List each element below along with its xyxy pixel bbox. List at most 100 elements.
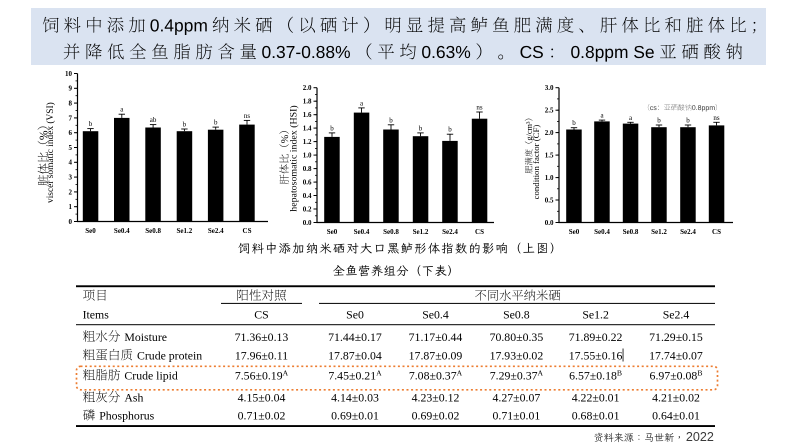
svg-text:0: 0 — [69, 218, 73, 226]
svg-text:2.5: 2.5 — [545, 107, 554, 115]
svg-text:8: 8 — [69, 100, 73, 108]
svg-text:9: 9 — [69, 85, 73, 93]
svg-text:condition factor (CF): condition factor (CF) — [531, 125, 541, 200]
svg-text:0.71±0.02: 0.71±0.02 — [238, 409, 286, 423]
svg-text:b: b — [686, 116, 690, 124]
svg-text:a: a — [629, 114, 633, 122]
svg-text:CS: CS — [254, 308, 268, 322]
svg-text:1.8: 1.8 — [303, 98, 312, 106]
svg-text:Se0: Se0 — [85, 227, 96, 235]
svg-text:Se2.4: Se2.4 — [442, 228, 458, 236]
svg-text:Se0.4: Se0.4 — [422, 308, 449, 322]
svg-text:4.23±0.12: 4.23±0.12 — [412, 391, 460, 405]
svg-text:Se2.4: Se2.4 — [680, 228, 696, 236]
svg-text:b: b — [657, 116, 661, 124]
svg-text:Se0.4: Se0.4 — [354, 228, 370, 236]
svg-text:a: a — [360, 99, 364, 107]
svg-text:Se1.2: Se1.2 — [413, 228, 429, 236]
svg-text:b: b — [330, 124, 334, 132]
svg-text:1.0: 1.0 — [303, 152, 312, 160]
svg-text:1.0: 1.0 — [545, 174, 554, 182]
svg-text:a: a — [120, 106, 124, 114]
svg-text:2022: 2022 — [686, 430, 714, 444]
svg-text:Se1.2: Se1.2 — [177, 227, 193, 235]
svg-text:1.4: 1.4 — [303, 125, 312, 133]
svg-text:0.6: 0.6 — [303, 178, 312, 186]
svg-text:b: b — [389, 116, 393, 124]
svg-text:17.87±0.09: 17.87±0.09 — [409, 348, 463, 362]
svg-text:3: 3 — [69, 174, 73, 182]
svg-text:4: 4 — [69, 159, 73, 167]
svg-text:1.2: 1.2 — [303, 138, 312, 146]
svg-text:b: b — [572, 119, 576, 127]
svg-text:1.6: 1.6 — [303, 111, 312, 119]
svg-text:Se1.2: Se1.2 — [582, 308, 609, 322]
svg-text:5: 5 — [69, 144, 73, 152]
svg-text:71.44±0.17: 71.44±0.17 — [328, 330, 382, 344]
svg-text:3.0: 3.0 — [545, 84, 554, 92]
svg-text:Se0.4: Se0.4 — [114, 227, 130, 235]
svg-text:0.0: 0.0 — [303, 219, 312, 227]
svg-text:CS: CS — [243, 227, 252, 235]
svg-text:Phosphorus: Phosphorus — [99, 409, 154, 423]
svg-text:Se0: Se0 — [346, 308, 364, 322]
svg-text:Crude lipid: Crude lipid — [124, 369, 178, 383]
svg-text:2: 2 — [69, 188, 73, 196]
svg-text:71.29±0.15: 71.29±0.15 — [649, 330, 703, 344]
svg-text:0.69±0.01: 0.69±0.01 — [331, 409, 379, 423]
svg-text:4.22±0.01: 4.22±0.01 — [572, 391, 620, 405]
svg-text:2.0: 2.0 — [545, 129, 554, 137]
svg-text:1.5: 1.5 — [545, 152, 554, 160]
svg-text:b: b — [214, 119, 218, 127]
svg-text:17.96±0.11: 17.96±0.11 — [235, 348, 288, 362]
svg-text:17.87±0.04: 17.87±0.04 — [328, 348, 382, 362]
svg-text:Se0.4: Se0.4 — [594, 228, 610, 236]
svg-text:0.5: 0.5 — [545, 196, 554, 204]
svg-text:ns: ns — [244, 112, 251, 120]
svg-text:Se0.8: Se0.8 — [503, 308, 530, 322]
svg-text:0.8: 0.8 — [303, 165, 312, 173]
svg-text:4.14±0.03: 4.14±0.03 — [331, 391, 379, 405]
svg-text:71.36±0.13: 71.36±0.13 — [235, 330, 289, 344]
svg-text:Se0.8: Se0.8 — [623, 228, 639, 236]
svg-text:7.29±0.37A: 7.29±0.37A — [490, 369, 544, 383]
svg-text:71.89±0.22: 71.89±0.22 — [569, 330, 623, 344]
svg-text:7.08±0.37A: 7.08±0.37A — [409, 369, 463, 383]
svg-text:0.68±0.01: 0.68±0.01 — [572, 409, 620, 423]
svg-text:4.15±0.04: 4.15±0.04 — [238, 391, 286, 405]
svg-text:CS: CS — [475, 228, 484, 236]
svg-text:CS: CS — [712, 228, 721, 236]
svg-text:6: 6 — [69, 129, 73, 137]
svg-text:Se0: Se0 — [569, 228, 580, 236]
svg-text:Se1.2: Se1.2 — [651, 228, 667, 236]
svg-text:0.2: 0.2 — [303, 205, 312, 213]
svg-text:Se0.8: Se0.8 — [383, 228, 399, 236]
svg-text:b: b — [419, 124, 423, 132]
svg-text:ab: ab — [150, 116, 157, 124]
svg-text:17.55±0.16: 17.55±0.16 — [569, 348, 623, 362]
svg-text:a: a — [600, 112, 604, 120]
svg-text:7.56±0.19A: 7.56±0.19A — [235, 369, 289, 383]
svg-text:ns: ns — [713, 114, 720, 122]
svg-text:hepatosomatic index (HSI): hepatosomatic index (HSI) — [289, 105, 300, 211]
svg-text:0.71±0.01: 0.71±0.01 — [493, 409, 541, 423]
svg-text:b: b — [448, 126, 452, 134]
svg-text:7: 7 — [69, 114, 73, 122]
svg-text:6.97±0.08B: 6.97±0.08B — [650, 369, 703, 383]
svg-text:4.27±0.07: 4.27±0.07 — [493, 391, 541, 405]
svg-text:0.64±0.01: 0.64±0.01 — [652, 409, 700, 423]
svg-text:Crude protein: Crude protein — [137, 348, 202, 362]
svg-text:6.57±0.18B: 6.57±0.18B — [569, 369, 622, 383]
svg-text:Se2.4: Se2.4 — [208, 227, 224, 235]
svg-text:17.93±0.02: 17.93±0.02 — [490, 348, 544, 362]
svg-text:Se0.8: Se0.8 — [145, 227, 161, 235]
svg-text:ns: ns — [476, 103, 483, 111]
svg-text:0.69±0.02: 0.69±0.02 — [412, 409, 460, 423]
svg-text:71.17±0.44: 71.17±0.44 — [409, 330, 463, 344]
svg-text:viscer somatic index (VSI): viscer somatic index (VSI) — [45, 102, 56, 203]
svg-text:7.45±0.21A: 7.45±0.21A — [328, 369, 382, 383]
svg-text:Moisture: Moisture — [124, 330, 167, 344]
svg-text:1: 1 — [69, 203, 73, 211]
svg-text:b: b — [89, 120, 93, 128]
svg-text:Ash: Ash — [124, 391, 143, 405]
